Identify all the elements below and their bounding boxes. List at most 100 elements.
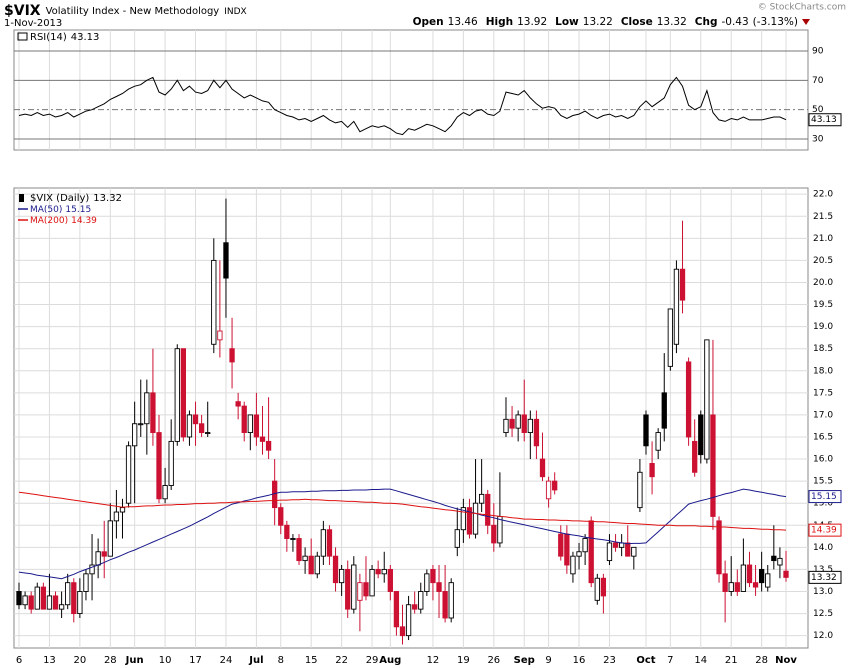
y-tick-label: 22.0 bbox=[813, 190, 833, 200]
candle-body bbox=[302, 555, 308, 562]
close-last-tag: 13.32 bbox=[811, 573, 837, 583]
candle-body bbox=[673, 268, 680, 345]
x-tick-label: 28 bbox=[755, 655, 768, 666]
candle-body bbox=[308, 555, 314, 575]
candle-body bbox=[485, 493, 491, 526]
candle-body bbox=[771, 555, 777, 562]
candle-body bbox=[539, 458, 546, 478]
candle-body bbox=[144, 392, 150, 425]
x-tick-label: 16 bbox=[573, 655, 586, 666]
y-tick-label: 20.5 bbox=[813, 256, 833, 266]
quote-value: 13.32 bbox=[657, 16, 687, 28]
candle-body bbox=[722, 573, 728, 592]
quote-label: Close bbox=[621, 16, 653, 28]
candle-body bbox=[752, 582, 759, 588]
legend-name: MA(200) bbox=[30, 216, 68, 226]
index-name: Volatility Index - New Methodology bbox=[46, 6, 220, 17]
candle-body bbox=[552, 480, 558, 491]
y-tick-label: 12.5 bbox=[813, 609, 833, 619]
candle-body bbox=[527, 418, 533, 434]
quote-label: High bbox=[486, 16, 513, 28]
candle-body bbox=[594, 577, 600, 601]
y-tick-label: 14.0 bbox=[813, 543, 833, 553]
quote-value: 13.92 bbox=[517, 16, 547, 28]
candle-body bbox=[692, 440, 698, 473]
candle-body bbox=[34, 586, 40, 610]
candle-body bbox=[521, 414, 527, 434]
candle-body bbox=[478, 493, 485, 504]
x-tick-label: 13 bbox=[43, 655, 56, 666]
candle-body bbox=[235, 401, 241, 407]
candle-body bbox=[777, 557, 783, 566]
y-tick-label: 21.5 bbox=[813, 212, 833, 222]
candle-body bbox=[460, 507, 467, 531]
candle-body bbox=[83, 573, 89, 592]
candle-body bbox=[180, 348, 187, 438]
candle-body bbox=[734, 582, 740, 592]
x-tick-label: Sep bbox=[514, 655, 535, 666]
candle-body bbox=[46, 595, 53, 610]
candle-body bbox=[369, 568, 375, 597]
quote-label: Low bbox=[555, 16, 579, 28]
candle-body bbox=[418, 591, 424, 610]
candle-body bbox=[430, 568, 436, 584]
candle-body bbox=[704, 339, 710, 460]
candle-body bbox=[162, 485, 168, 500]
candle-body bbox=[52, 595, 59, 610]
candle-body bbox=[192, 414, 199, 425]
quote: Open 13.46 High 13.92 Low 13.22 Close 13.32 Chg -… bbox=[413, 16, 798, 28]
candle-body bbox=[259, 436, 266, 442]
candle-body bbox=[570, 555, 576, 575]
rsi-tick-label: 70 bbox=[812, 76, 824, 86]
candle-body bbox=[205, 432, 211, 435]
candle-body bbox=[746, 564, 753, 584]
candle-body bbox=[241, 405, 247, 434]
y-tick-label: 17.0 bbox=[813, 410, 833, 420]
candle-body bbox=[284, 524, 290, 539]
y-tick-label: 16.5 bbox=[813, 432, 833, 442]
candle-body bbox=[113, 511, 120, 522]
candle-body bbox=[168, 440, 174, 486]
y-tick-label: 19.5 bbox=[813, 300, 833, 310]
candle-body bbox=[253, 414, 260, 438]
y-tick-label: 12.0 bbox=[813, 631, 833, 641]
ma-last-tag-box bbox=[808, 523, 842, 537]
date: 1-Nov-2013 bbox=[4, 18, 62, 29]
x-tick-label: 28 bbox=[104, 655, 117, 666]
legend-name: MA(50) bbox=[30, 205, 62, 215]
legend-value: 15.15 bbox=[65, 205, 91, 215]
candle-body bbox=[290, 538, 296, 540]
candle-body bbox=[448, 582, 454, 619]
candle-body bbox=[338, 568, 345, 584]
x-tick-label: 10 bbox=[159, 655, 172, 666]
close-last-tag-box bbox=[808, 570, 842, 584]
x-tick-label: Nov bbox=[775, 655, 797, 666]
candle-body bbox=[685, 361, 692, 438]
candle-body bbox=[612, 542, 619, 548]
candle-body bbox=[119, 507, 126, 513]
candle-body bbox=[101, 551, 107, 557]
candle-body bbox=[533, 418, 540, 447]
candle-body bbox=[314, 555, 320, 575]
candle-body bbox=[265, 440, 272, 451]
legend-value: 13.32 bbox=[93, 193, 122, 204]
candle-body bbox=[405, 604, 412, 637]
candle-body bbox=[89, 564, 95, 575]
x-tick-label: 23 bbox=[603, 655, 616, 666]
candle-body bbox=[375, 568, 381, 575]
x-tick-label: Aug bbox=[379, 655, 401, 666]
candle-body bbox=[564, 533, 570, 566]
candle-body bbox=[661, 392, 667, 429]
rsi-last-tag: 43.13 bbox=[811, 115, 837, 125]
y-tick-label: 21.0 bbox=[813, 234, 833, 244]
candle-body bbox=[625, 542, 631, 557]
y-tick-label: 16.0 bbox=[813, 455, 833, 465]
candle-body bbox=[637, 471, 643, 509]
candle-body bbox=[58, 604, 65, 610]
y-tick-label: 20.0 bbox=[813, 278, 833, 288]
candle-body bbox=[600, 577, 607, 597]
candle-body bbox=[679, 268, 686, 301]
candle-body bbox=[740, 564, 747, 592]
candle-body bbox=[558, 533, 564, 557]
